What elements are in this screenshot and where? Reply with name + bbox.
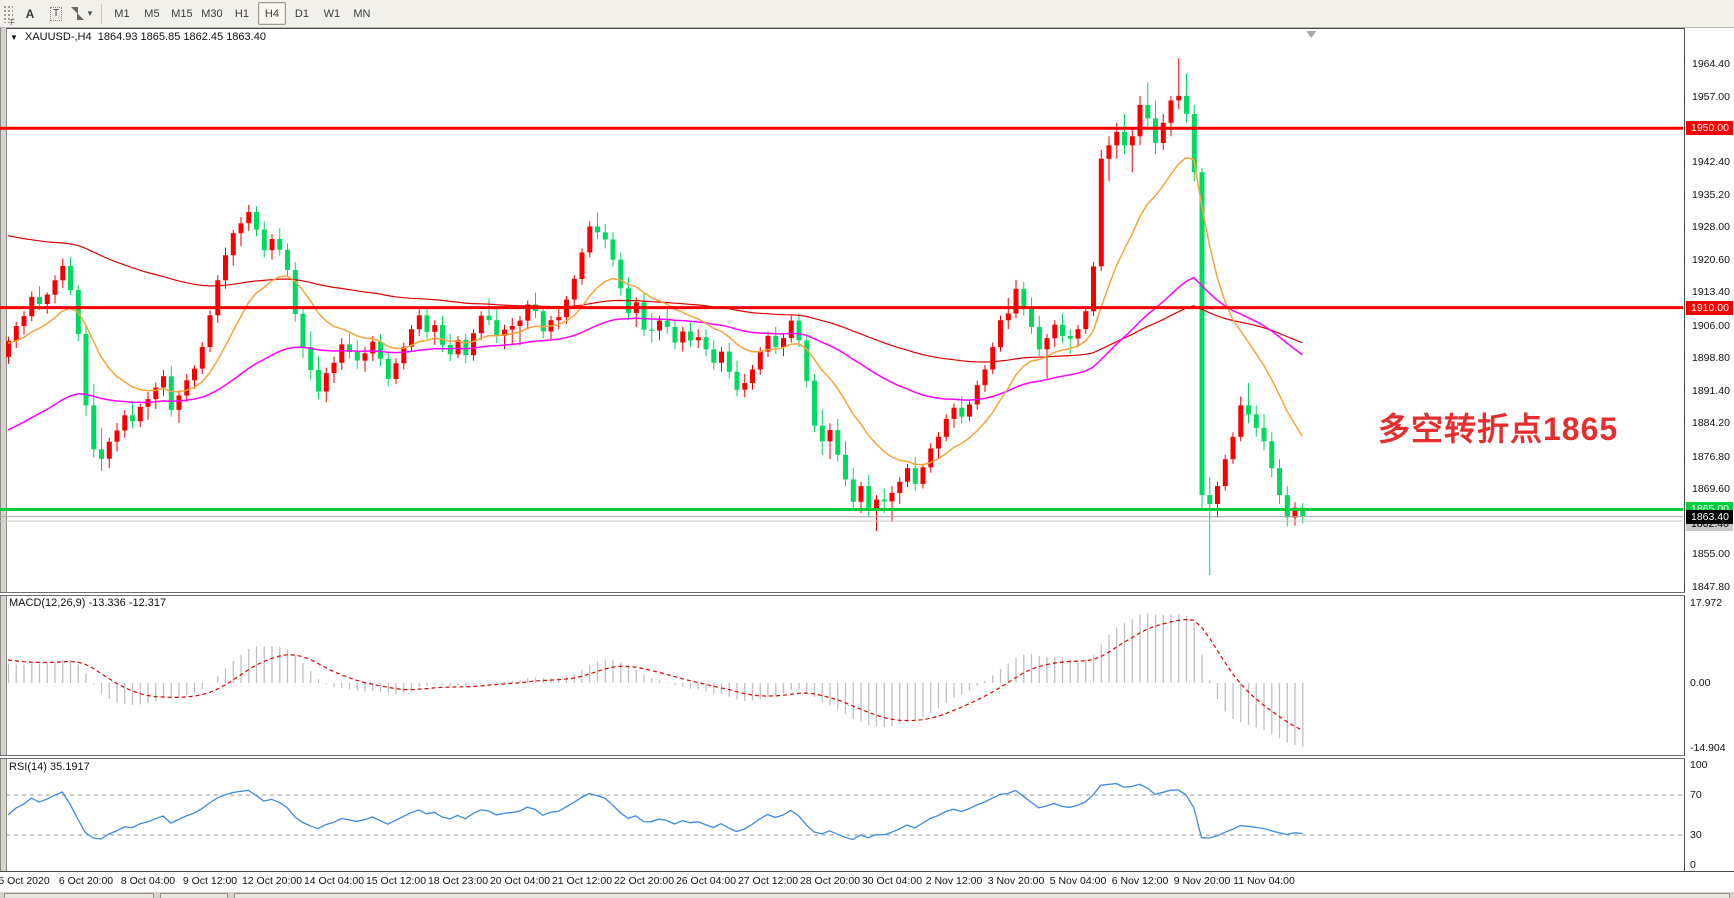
price-axis-label: 1898.80 (1692, 352, 1730, 364)
time-axis-label: 26 Oct 04:00 (675, 875, 737, 887)
window-left-frame (0, 28, 7, 891)
rsi-panel-separator[interactable] (0, 755, 1734, 759)
chevron-down-icon[interactable]: ▼ (86, 9, 94, 18)
price-tag-resistance-1950: 1950.00 (1686, 121, 1733, 135)
symbol-quote-row[interactable]: ▼ XAUUSD-,H4 1864.93 1865.85 1862.45 186… (10, 31, 266, 43)
price-axis-label: 1884.20 (1692, 417, 1730, 429)
time-axis-label: 2 Nov 12:00 (925, 875, 983, 887)
timeframe-h1-button[interactable]: H1 (234, 7, 249, 20)
time-axis-label: 5 Oct 2020 (0, 875, 50, 887)
macd-scale-min: -14.904 (1690, 742, 1726, 754)
timeframe-m15-button[interactable]: M15 (171, 7, 193, 20)
status-cell (4, 893, 154, 898)
text-label-tool-button[interactable]: A (25, 6, 35, 21)
status-cell (234, 893, 1730, 898)
time-axis-label: 9 Oct 12:00 (182, 875, 238, 887)
rsi-indicator-label: RSI(14) 35.1917 (9, 761, 90, 773)
rsi-scale-100: 100 (1690, 759, 1708, 771)
timeframe-m5-button[interactable]: M5 (144, 7, 160, 20)
price-tag-bid: 1863.40 (1686, 510, 1733, 524)
price-axis-label: 1906.00 (1692, 320, 1730, 332)
time-axis-label: 22 Oct 20:00 (613, 875, 675, 887)
price-axis-label: 1855.00 (1692, 548, 1730, 560)
price-axis-label: 1942.40 (1692, 156, 1730, 168)
macd-scale-zero: 0.00 (1690, 677, 1711, 689)
cursor-arrows-tool-button[interactable]: ▼ (70, 2, 95, 25)
ohlc-quote-values: 1864.93 1865.85 1862.45 1863.40 (97, 31, 266, 43)
time-axis-label: 5 Nov 04:00 (1049, 875, 1107, 887)
price-axis-label: 1869.60 (1692, 483, 1730, 495)
status-strip (0, 892, 1734, 898)
rsi-scale-0: 0 (1690, 859, 1696, 871)
macd-panel-separator[interactable] (0, 592, 1734, 596)
time-axis-label: 21 Oct 12:00 (551, 875, 613, 887)
time-axis-label: 20 Oct 04:00 (489, 875, 551, 887)
time-axis-label: 6 Oct 20:00 (58, 875, 114, 887)
status-cell (160, 893, 228, 898)
toolbar-separator (100, 3, 102, 24)
time-axis-label: 18 Oct 23:00 (427, 875, 489, 887)
price-axis-label: 1920.60 (1692, 254, 1730, 266)
time-axis-label: 6 Nov 12:00 (1111, 875, 1169, 887)
symbol-timeframe-label: XAUUSD-,H4 (24, 31, 92, 43)
time-axis[interactable]: 5 Oct 2020 6 Oct 20:00 8 Oct 04:00 9 Oct 12… (0, 872, 1734, 891)
time-axis-border (0, 871, 1734, 872)
diagonal-arrows-icon (71, 7, 84, 20)
time-axis-label: 8 Oct 04:00 (120, 875, 176, 887)
time-axis-label: 28 Oct 20:00 (799, 875, 861, 887)
timeframe-m30-button[interactable]: M30 (201, 7, 223, 20)
macd-scale-max: 17.972 (1690, 597, 1723, 609)
time-axis-label: 12 Oct 20:00 (241, 875, 303, 887)
price-tag-silver-1862: 1862.40 (1686, 524, 1733, 531)
price-axis-label: 1847.80 (1692, 581, 1730, 593)
timeframe-m1-button[interactable]: M1 (114, 7, 130, 20)
time-axis-label: 11 Nov 04:00 (1233, 875, 1295, 887)
timeframe-mn-button[interactable]: MN (353, 7, 371, 20)
time-axis-label: 14 Oct 04:00 (303, 875, 365, 887)
price-axis-label: 1913.40 (1692, 286, 1730, 298)
text-tool-button[interactable]: T (44, 2, 68, 25)
time-axis-label: 30 Oct 04:00 (861, 875, 923, 887)
macd-indicator-label: MACD(12,26,9) -13.336 -12.317 (9, 597, 167, 609)
price-scale[interactable]: 1950.00 1910.00 1865.00 1862.40 1863.40 … (1685, 28, 1734, 871)
timeframe-w1-button[interactable]: W1 (323, 7, 341, 20)
price-axis-label: 1876.80 (1692, 451, 1730, 463)
rsi-scale-70: 70 (1690, 789, 1702, 801)
price-scale-border[interactable] (1684, 28, 1685, 871)
rsi-scale-30: 30 (1690, 829, 1702, 841)
chart-top-border (0, 28, 1734, 29)
time-axis-label: 27 Oct 12:00 (737, 875, 799, 887)
timeframe-d1-button[interactable]: D1 (294, 7, 309, 20)
price-axis-label: 1891.40 (1692, 385, 1730, 397)
time-axis-label: 15 Oct 12:00 (365, 875, 427, 887)
toolbar-grip-icon[interactable]: F (3, 4, 15, 27)
price-axis-label: 1928.00 (1692, 221, 1730, 233)
price-axis-label: 1964.40 (1692, 58, 1730, 70)
price-tag-resistance-1910: 1910.00 (1686, 301, 1733, 315)
toolbar: F A T ▼ M1 M5 M15 M30 H1 H4 D1 W1 MN (0, 0, 1734, 28)
price-axis-label: 1935.20 (1692, 189, 1730, 201)
symbol-dropdown-icon[interactable]: ▼ (10, 33, 18, 42)
time-axis-label: 9 Nov 20:00 (1173, 875, 1231, 887)
timeframe-h4-button[interactable]: H4 (257, 2, 286, 25)
time-axis-label: 3 Nov 20:00 (987, 875, 1045, 887)
chart-annotation-text: 多空转折点1865 (1378, 411, 1619, 447)
price-axis-label: 1957.00 (1692, 91, 1730, 103)
